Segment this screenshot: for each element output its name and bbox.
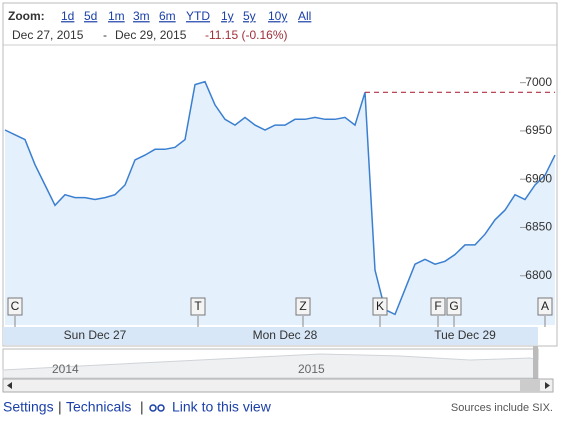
y-tick-label: 6800	[525, 268, 552, 282]
scrollbar-thumb[interactable]	[520, 380, 540, 391]
zoom-option[interactable]: 1m	[108, 9, 125, 23]
range-change: -11.15 (-0.16%)	[205, 28, 287, 42]
area-fill	[5, 81, 555, 325]
zoom-option[interactable]: 5y	[243, 9, 256, 23]
flag-box[interactable]	[446, 297, 462, 316]
flag-label[interactable]: F	[434, 299, 441, 313]
sources-note: Sources include SIX.	[451, 402, 553, 414]
y-tick-label: 6850	[525, 220, 552, 234]
footer-link[interactable]: Settings	[3, 399, 54, 415]
navigator-label: 2014	[52, 362, 79, 376]
range-separator: -	[103, 28, 107, 42]
flag-box[interactable]	[372, 297, 388, 316]
flag-label[interactable]: K	[376, 299, 384, 313]
x-axis-band	[3, 327, 538, 345]
flag-box[interactable]	[430, 297, 446, 316]
zoom-option[interactable]: 6m	[159, 9, 176, 23]
navigator-handle[interactable]	[533, 346, 538, 379]
navigator-label: 2015	[298, 362, 325, 376]
flag-label[interactable]: T	[194, 299, 202, 313]
zoom-option[interactable]: YTD	[186, 9, 210, 23]
footer-separator: |	[58, 399, 62, 415]
flag-box[interactable]	[7, 297, 23, 316]
zoom-option[interactable]: 1y	[221, 9, 234, 23]
zoom-option[interactable]: 10y	[268, 9, 287, 23]
scroll-left[interactable]	[7, 382, 12, 389]
y-tick-label: 6950	[525, 123, 552, 137]
x-tick-label: Sun Dec 27	[64, 328, 127, 342]
flag-box[interactable]	[537, 297, 553, 316]
y-tick-label: 7000	[525, 75, 552, 89]
footer-separator: |	[140, 399, 144, 415]
flag-label[interactable]: Z	[299, 299, 306, 313]
navigator-area	[2, 353, 539, 379]
flag-box[interactable]	[190, 297, 206, 316]
range-start: Dec 27, 2015	[12, 28, 84, 42]
zoom-option[interactable]: 3m	[133, 9, 150, 23]
flag-box[interactable]	[295, 297, 311, 316]
footer-link[interactable]: Link to this view	[172, 399, 272, 415]
zoom-option[interactable]: 1d	[61, 9, 74, 23]
link-icon[interactable]	[149, 404, 165, 412]
x-tick-label: Mon Dec 28	[253, 328, 318, 342]
flag-label[interactable]: G	[449, 299, 458, 313]
scrollbar[interactable]	[2, 378, 554, 393]
zoom-option[interactable]: 5d	[84, 9, 97, 23]
flag-label[interactable]: C	[11, 299, 20, 313]
flag-label[interactable]: A	[541, 299, 549, 313]
range-end: Dec 29, 2015	[115, 28, 187, 42]
zoom-label: Zoom:	[8, 9, 45, 23]
zoom-option[interactable]: All	[298, 9, 311, 23]
x-tick-label: Tue Dec 29	[434, 328, 496, 342]
scroll-right[interactable]	[545, 382, 550, 389]
y-tick-label: 6900	[525, 171, 552, 185]
footer-link[interactable]: Technicals	[66, 399, 131, 415]
price-line	[4, 80, 556, 316]
